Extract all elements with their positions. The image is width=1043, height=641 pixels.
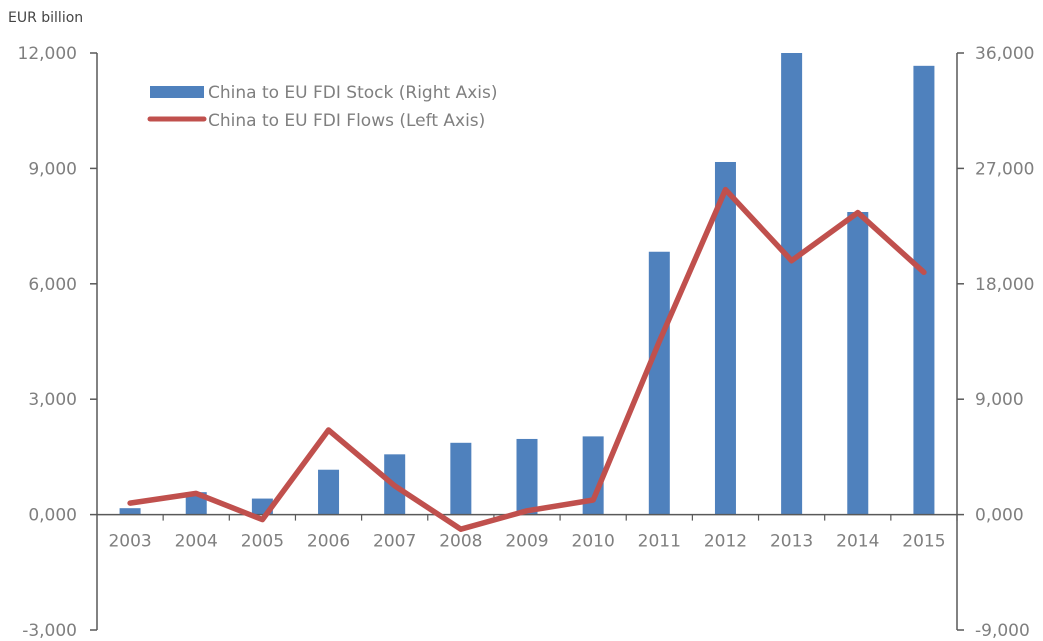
x-tick-label: 2005 <box>241 532 284 552</box>
stock-bars <box>119 53 935 515</box>
stock-bar <box>582 436 604 515</box>
left-tick-label: 9,000 <box>28 159 77 179</box>
stock-bar <box>318 469 340 515</box>
right-tick-label: -9,000 <box>975 621 1030 641</box>
stock-bar <box>648 251 670 515</box>
legend: China to EU FDI Stock (Right Axis) China… <box>147 83 497 131</box>
right-tick-label: 36,000 <box>975 44 1034 64</box>
stock-bar <box>714 161 736 515</box>
legend-label-stock: China to EU FDI Stock (Right Axis) <box>208 83 497 103</box>
x-tick-label: 2013 <box>770 532 813 552</box>
stock-bar <box>913 65 935 515</box>
right-tick-label: 27,000 <box>975 159 1034 179</box>
stock-bar <box>847 211 869 515</box>
stock-bar <box>450 442 472 515</box>
x-tick-label: 2007 <box>373 532 416 552</box>
x-tick-label: 2014 <box>836 532 879 552</box>
right-axis-ticks: -9,000 0,000 9,000 18,000 27,000 36,000 <box>957 44 1034 641</box>
x-tick-label: 2009 <box>505 532 548 552</box>
legend-label-flows: China to EU FDI Flows (Left Axis) <box>208 111 485 131</box>
x-tick-label: 2012 <box>704 532 747 552</box>
x-tick-label: 2011 <box>638 532 681 552</box>
right-tick-label: 0,000 <box>975 506 1024 526</box>
left-tick-label: 3,000 <box>28 390 77 410</box>
x-tick-label: 2006 <box>307 532 350 552</box>
left-tick-label: 0,000 <box>28 506 77 526</box>
right-tick-label: 9,000 <box>975 390 1024 410</box>
unit-label: EUR billion <box>8 10 83 26</box>
left-axis-ticks: -3,000 0,000 3,000 6,000 9,000 12,000 <box>18 44 97 641</box>
left-tick-label: 12,000 <box>18 44 77 64</box>
stock-bar <box>119 508 141 515</box>
left-tick-label: -3,000 <box>22 621 77 641</box>
right-tick-label: 18,000 <box>975 275 1034 295</box>
stock-bar <box>781 53 803 515</box>
x-tick-label: 2010 <box>572 532 615 552</box>
axes <box>96 53 958 630</box>
legend-swatch-stock <box>150 86 204 98</box>
x-tick-label: 2004 <box>175 532 218 552</box>
flows-line <box>127 186 927 532</box>
stock-bar <box>516 438 538 515</box>
x-tick-label: 2015 <box>902 532 945 552</box>
x-tick-label: 2008 <box>439 532 482 552</box>
x-axis-ticks: 2003 2004 2005 2006 2007 2008 2009 2010 2011 2012… <box>108 514 958 552</box>
flows-line-group <box>127 186 927 532</box>
left-tick-label: 6,000 <box>28 275 77 295</box>
x-tick-label: 2003 <box>108 532 151 552</box>
